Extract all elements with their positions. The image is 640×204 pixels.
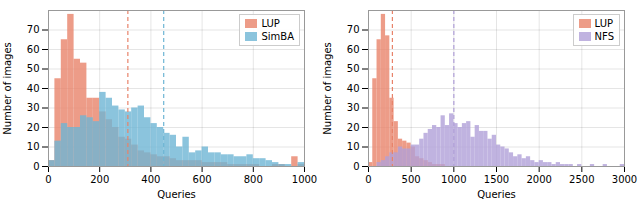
svg-text:70: 70 xyxy=(27,24,40,35)
svg-text:400: 400 xyxy=(141,174,160,185)
svg-text:30: 30 xyxy=(347,102,360,113)
svg-text:600: 600 xyxy=(193,174,212,185)
svg-text:Queries: Queries xyxy=(157,189,196,200)
svg-text:40: 40 xyxy=(27,83,40,94)
svg-text:20: 20 xyxy=(27,122,40,133)
svg-text:50: 50 xyxy=(27,63,40,74)
html-text:LUP: LUP xyxy=(261,18,280,29)
svg-text:2000: 2000 xyxy=(526,174,551,185)
svg-text:0: 0 xyxy=(353,161,359,172)
svg-text:40: 40 xyxy=(347,83,360,94)
svg-text:200: 200 xyxy=(90,174,109,185)
svg-text:800: 800 xyxy=(244,174,263,185)
svg-text:20: 20 xyxy=(347,122,360,133)
svg-text:500: 500 xyxy=(402,174,421,185)
html-text:SimBA: SimBA xyxy=(261,31,294,42)
svg-text:1000: 1000 xyxy=(292,174,317,185)
svg-text:0: 0 xyxy=(45,174,51,185)
svg-text:0: 0 xyxy=(33,161,39,172)
html-text:LUP: LUP xyxy=(594,18,613,29)
svg-text:0: 0 xyxy=(365,174,371,185)
svg-text:1500: 1500 xyxy=(484,174,509,185)
svg-text:Number of images: Number of images xyxy=(322,42,333,135)
svg-text:10: 10 xyxy=(27,141,40,152)
svg-text:3000: 3000 xyxy=(612,174,637,185)
svg-text:1000: 1000 xyxy=(441,174,466,185)
svg-text:2500: 2500 xyxy=(569,174,594,185)
svg-text:30: 30 xyxy=(27,102,40,113)
svg-text:50: 50 xyxy=(347,63,360,74)
svg-text:60: 60 xyxy=(27,44,40,55)
svg-text:60: 60 xyxy=(347,44,360,55)
svg-text:70: 70 xyxy=(347,24,360,35)
html-text:NFS: NFS xyxy=(594,31,614,42)
svg-text:Queries: Queries xyxy=(477,189,516,200)
svg-text:Number of images: Number of images xyxy=(2,42,13,135)
svg-text:10: 10 xyxy=(347,141,360,152)
